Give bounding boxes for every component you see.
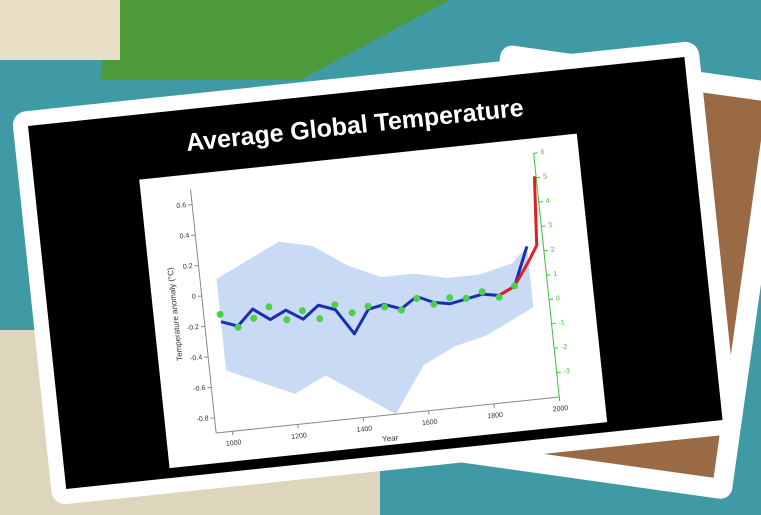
dot	[381, 303, 389, 311]
dot	[430, 300, 438, 308]
dot	[495, 293, 503, 301]
green-shape	[100, 0, 450, 80]
y2-tick-label: 2	[551, 246, 556, 253]
dot	[331, 301, 339, 309]
dot	[298, 307, 306, 315]
series-line	[220, 245, 529, 336]
dot	[265, 303, 273, 311]
y-tick-label: -0.6	[193, 385, 206, 393]
x-tick-label: 1800	[487, 412, 503, 421]
dot	[250, 314, 258, 322]
dot	[413, 295, 421, 303]
y2-tick-label: -2	[561, 344, 568, 352]
main-card: Average Global Temperature 1000120014001…	[12, 41, 738, 505]
x-tick-label: 1000	[226, 439, 242, 448]
y-tick-label: -0.4	[190, 354, 203, 362]
y2-tick-label: 0	[556, 295, 561, 302]
y-tick-label: 0.6	[176, 202, 187, 210]
dot	[283, 316, 291, 324]
dot	[397, 306, 405, 314]
x-tick-label: 1600	[422, 419, 438, 428]
dot	[216, 310, 224, 318]
x-axis-label: Year	[382, 433, 399, 444]
dot	[316, 315, 324, 323]
leaf-panel	[0, 0, 120, 60]
dot	[478, 288, 486, 296]
uncertainty-band	[216, 241, 534, 415]
y-tick-label: 0.4	[179, 233, 190, 241]
x-tick-label: 1200	[291, 432, 307, 441]
series-line	[498, 176, 539, 297]
y-tick-label: -0.2	[187, 324, 200, 332]
x-tick-label: 2000	[552, 405, 568, 414]
y2-tick-label: 6	[540, 149, 545, 156]
y2-tick-label: 1	[553, 271, 558, 278]
dot	[511, 282, 519, 290]
y-tick-label: -0.8	[196, 415, 209, 423]
dot	[462, 294, 470, 302]
x-tick-label: 1400	[356, 426, 372, 435]
y-tick-label: 0	[192, 293, 197, 300]
y2-tick-label: -3	[563, 368, 570, 376]
x-axis	[216, 396, 560, 434]
y2-tick-label: -1	[558, 319, 565, 327]
dot	[364, 302, 372, 310]
dot	[234, 323, 242, 331]
dot	[446, 294, 454, 302]
y2-tick-label: 5	[543, 173, 548, 180]
y-axis	[190, 189, 217, 434]
y2-tick-label: 4	[545, 198, 550, 205]
y-tick-label: 0.2	[183, 263, 194, 271]
dot	[348, 309, 356, 317]
y2-tick-label: 3	[548, 222, 553, 229]
